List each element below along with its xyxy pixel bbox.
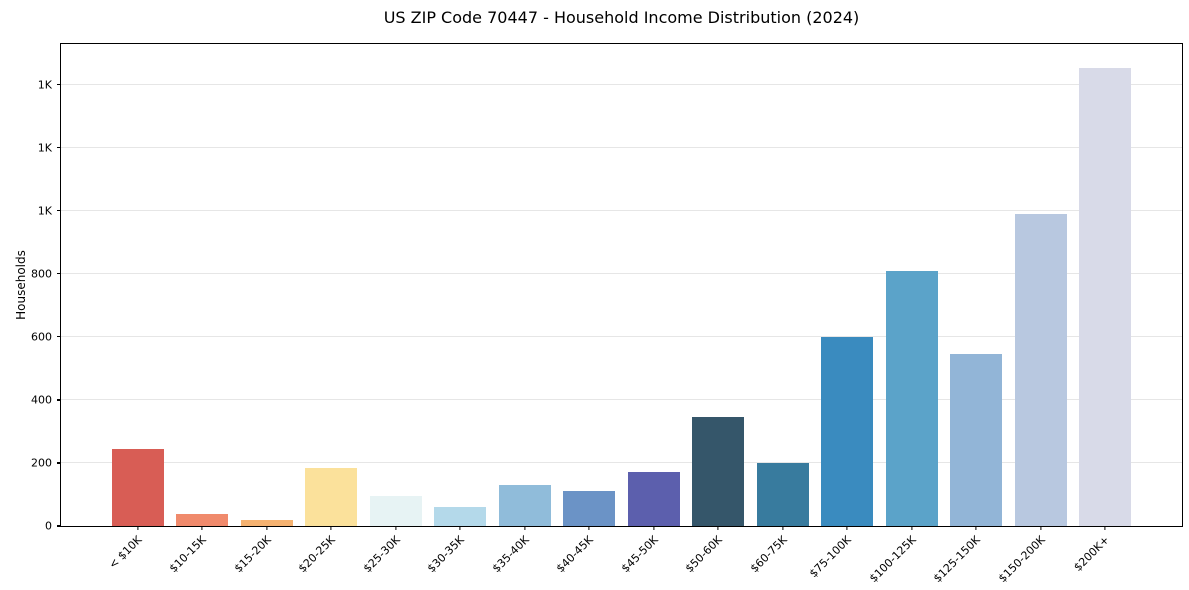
x-tick-label: $15-20K (231, 533, 274, 576)
y-tick-label: 0 (45, 519, 52, 533)
y-tick-label: 800 (31, 267, 52, 281)
gridline (61, 146, 1182, 148)
bar (950, 354, 1003, 526)
bar (563, 491, 616, 526)
x-tick-label: $35-40K (489, 533, 532, 576)
y-tick-mark (57, 399, 61, 401)
x-tick-mark (717, 526, 719, 530)
x-tick-mark (330, 526, 332, 530)
y-tick-label: 1K (37, 204, 52, 218)
x-tick-label: $100-125K (866, 533, 919, 586)
x-tick-mark (137, 526, 139, 530)
x-tick-mark (911, 526, 913, 530)
x-tick-label: $200K+ (1071, 533, 1112, 574)
x-tick-mark (524, 526, 526, 530)
x-tick-label: $75-100K (806, 533, 854, 581)
gridline (61, 209, 1182, 211)
bar-slot (364, 44, 429, 526)
gridline (61, 335, 1182, 337)
y-axis-label: Households (14, 250, 28, 320)
bar (1014, 214, 1067, 526)
bar-slot (170, 44, 235, 526)
x-tick-label: $50-60K (682, 533, 725, 576)
y-tick-label: 1K (37, 141, 52, 155)
bar (240, 519, 293, 526)
bar-slot (815, 44, 880, 526)
bar-slot (622, 44, 687, 526)
x-tick-label: $45-50K (618, 533, 661, 576)
y-tick-mark (57, 336, 61, 338)
bar (369, 496, 422, 526)
bar-slot (299, 44, 364, 526)
x-tick-mark (201, 526, 203, 530)
y-tick-label: 600 (31, 330, 52, 344)
bar-slot (751, 44, 816, 526)
x-tick-label: $25-30K (360, 533, 403, 576)
plot-area: 0 200 400 600 800 1K 1K 1K < $10K $10-15K $15-20K… (31, 43, 1183, 585)
bar-slot (880, 44, 945, 526)
bar-slot (557, 44, 622, 526)
x-tick-mark (1040, 526, 1042, 530)
bar-slot (493, 44, 558, 526)
x-tick-mark (395, 526, 397, 530)
x-tick-mark (653, 526, 655, 530)
x-tick-label: $150-200K (995, 533, 1048, 586)
x-tick-label: $30-35K (424, 533, 467, 576)
bar (498, 485, 551, 526)
bar (692, 417, 745, 526)
bars-layer (61, 44, 1182, 526)
bar (1079, 67, 1132, 526)
y-tick-mark (57, 462, 61, 464)
x-tick-label: $125-150K (930, 533, 983, 586)
chart-title: US ZIP Code 70447 - Household Income Dis… (383, 8, 860, 27)
y-tick-mark (57, 273, 61, 275)
gridline (61, 272, 1182, 274)
gridline (61, 462, 1182, 463)
x-tick-mark (1104, 526, 1106, 530)
y-tick-label: 200 (31, 456, 52, 470)
x-tick-mark (266, 526, 268, 530)
bar (176, 514, 229, 526)
x-tick-mark (782, 526, 784, 530)
bar (111, 448, 164, 526)
y-tick-mark (57, 525, 61, 527)
bar-slot (1009, 44, 1074, 526)
bar (627, 471, 680, 526)
x-tick-mark (975, 526, 977, 530)
x-tick-mark (459, 526, 461, 530)
bar (756, 463, 809, 526)
x-tick-mark (588, 526, 590, 530)
bar-slot (944, 44, 1009, 526)
gridline (61, 399, 1182, 400)
bar-slot (428, 44, 493, 526)
y-tick-label: 400 (31, 393, 52, 407)
bar (305, 467, 358, 526)
y-tick-mark (57, 84, 61, 86)
bar-slot (1073, 44, 1138, 526)
x-tick-label: $20-25K (295, 533, 338, 576)
bar-slot (106, 44, 171, 526)
bar-slot (235, 44, 300, 526)
x-tick-label: $60-75K (747, 533, 790, 576)
x-tick-label: < $10K (106, 533, 145, 572)
x-tick-mark (846, 526, 848, 530)
y-tick-mark (57, 210, 61, 212)
y-tick-label: 1K (37, 78, 52, 92)
gridline (61, 83, 1182, 85)
bar (434, 507, 487, 526)
bar-slot (686, 44, 751, 526)
bar (821, 336, 874, 526)
x-tick-label: $40-45K (553, 533, 596, 576)
x-tick-label: $10-15K (166, 533, 209, 576)
bar (885, 270, 938, 526)
y-tick-mark (57, 147, 61, 149)
